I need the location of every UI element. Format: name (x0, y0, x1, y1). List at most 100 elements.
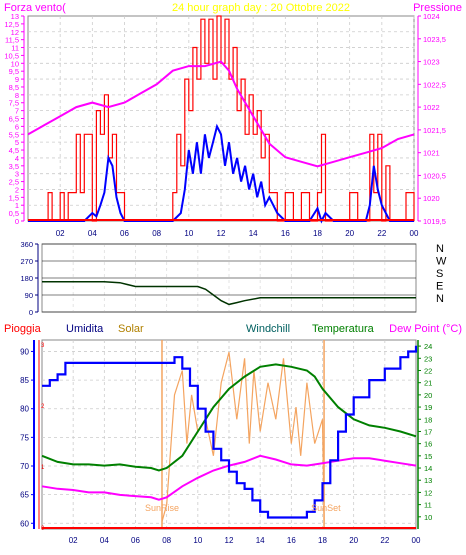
wind-axis-tick-label: 9,5 (9, 67, 19, 76)
humidity-axis-tick-label: 90 (20, 347, 29, 356)
pressure-axis-tick-label: 1023 (423, 58, 440, 67)
wind-direction-tick-label: 180 (20, 274, 33, 283)
temperature-axis-tick-label: 22 (424, 366, 432, 375)
rain-axis-tick-label: 1 (41, 465, 45, 471)
temperature-axis-tick-label: 24 (424, 342, 432, 351)
pressure-axis-labels: 1019,5 1020 1020,5 1021 1021,5 1022 1022,5 1023… (417, 12, 446, 226)
temperature-axis-tick-label: 20 (424, 391, 432, 400)
pressure-series-line (27, 60, 415, 168)
wind-pressure-x-tick-label: 08 (152, 229, 161, 238)
temp-humidity-plot-area (41, 339, 417, 530)
wind-pressure-x-tick-label: 18 (313, 229, 322, 238)
wind-pressure-series (27, 15, 415, 224)
temp-humidity-x-tick-label: 12 (225, 536, 234, 545)
wind-axis-tick-label: 1,5 (9, 193, 19, 202)
wind-direction-series-line (42, 281, 416, 306)
wind-direction-grid (42, 243, 416, 313)
wind-direction-tick-label: 90 (25, 291, 33, 300)
temp-humidity-x-tick-label: 16 (287, 536, 296, 545)
compass-label-n: N (436, 293, 444, 305)
pressure-axis-tick-label: 1019,5 (423, 217, 446, 226)
pressure-axis-tick-label: 1022 (423, 103, 440, 112)
pressure-axis-tick-label: 1020 (423, 194, 440, 203)
rain-axis-labels: 0 1 2 3 (38, 340, 45, 532)
temperature-axis-tick-label: 13 (424, 476, 432, 485)
wind-axis-tick-label: 7,5 (9, 99, 19, 108)
temperature-axis-tick-label: 11 (424, 501, 432, 510)
temperature-axis-tick-label: 17 (424, 427, 432, 436)
wind-pressure-x-ticks: 02 04 06 08 10 12 14 16 18 20 22 00 (56, 229, 419, 238)
compass-label-s: S (436, 268, 443, 280)
wind-axis-tick-label: 5,5 (9, 130, 19, 139)
temp-humidity-x-tick-label: 14 (256, 536, 265, 545)
wind-axis-tick-label: 10,5 (4, 51, 19, 60)
wind-pressure-x-tick-label: 22 (377, 229, 386, 238)
wind-axis-tick-label: 6,5 (9, 115, 19, 124)
temp-humidity-x-ticks: 02 04 06 08 10 12 14 16 18 20 22 00 (69, 536, 421, 545)
wind-axis-tick-label: 11,5 (5, 36, 19, 45)
temperature-axis-tick-label: 10 (424, 513, 432, 522)
wind-axis-tick-label: 8 (15, 91, 19, 100)
humidity-axis-tick-label: 80 (20, 405, 29, 414)
wind-pressure-x-tick-label: 02 (56, 229, 65, 238)
rain-label: Pioggia (4, 323, 42, 335)
temperature-label: Temperatura (312, 323, 375, 335)
temp-humidity-x-tick-label: 18 (318, 536, 327, 545)
wind-axis-tick-label: 10 (11, 59, 19, 68)
wind-force-label: Forza vento( (4, 2, 66, 14)
sunset-annotation: SunSet (311, 503, 341, 513)
wind-direction-tick-label: 270 (20, 257, 33, 266)
wind-axis-tick-label: 11 (11, 44, 19, 53)
temperature-axis-tick-label: 16 (424, 440, 432, 449)
temp-humidity-x-tick-label: 00 (412, 536, 421, 545)
wind-series-line (28, 123, 414, 224)
temperature-axis-tick-label: 19 (424, 403, 432, 412)
temp-humidity-series (41, 340, 418, 529)
wind-direction-tick-label: 360 (20, 240, 33, 249)
temp-humidity-x-tick-label: 06 (131, 536, 140, 545)
temp-humidity-x-tick-label: 02 (69, 536, 78, 545)
windchill-label: Windchill (246, 323, 290, 335)
humidity-label: Umidita (66, 323, 104, 335)
dewpoint-label: Dew Point (°C) (389, 323, 462, 335)
wind-axis-tick-label: 4,5 (9, 146, 19, 155)
humidity-axis-tick-label: 65 (20, 491, 29, 500)
rain-axis-tick-label: 3 (41, 343, 45, 349)
compass-label-n: N (436, 243, 444, 255)
temp-humidity-x-tick-label: 10 (193, 536, 202, 545)
wind-pressure-x-tick-label: 00 (410, 229, 419, 238)
solar-label: Solar (118, 323, 144, 335)
wind-axis-tick-label: 0,5 (9, 209, 19, 218)
temp-humidity-x-tick-label: 08 (162, 536, 171, 545)
temp-humidity-x-tick-label: 04 (100, 536, 109, 545)
wind-direction-axis-labels: 0 90 180 270 360 (20, 240, 39, 317)
sunrise-annotation: SunRise (145, 503, 179, 513)
humidity-axis-tick-label: 70 (20, 462, 29, 471)
solar-series-line (161, 352, 325, 522)
temperature-axis-tick-label: 14 (424, 464, 432, 473)
wind-direction-series (42, 281, 416, 306)
wind-axis-tick-label: 1 (15, 201, 19, 210)
pressure-axis-tick-label: 1023,5 (423, 35, 446, 44)
wind-pressure-x-tick-label: 14 (249, 229, 258, 238)
wind-axis-tick-label: 3 (15, 170, 19, 179)
wind-axis-tick-label: 7 (15, 107, 19, 116)
temperature-axis-tick-label: 18 (424, 415, 432, 424)
wind-axis-tick-label: 13 (11, 12, 19, 21)
pressure-label: Pressione (413, 2, 462, 14)
wind-axis-tick-label: 5 (15, 138, 19, 147)
temperature-axis-tick-label: 12 (424, 488, 432, 497)
pressure-axis-tick-label: 1022,5 (423, 80, 446, 89)
wind-pressure-x-tick-label: 16 (281, 229, 290, 238)
wind-axis-tick-label: 9 (15, 75, 19, 84)
compass-label-w: W (436, 256, 447, 268)
wind-pressure-x-tick-label: 04 (88, 229, 97, 238)
rain-axis-tick-label: 2 (41, 404, 45, 410)
rain-axis-tick-label: 0 (41, 526, 45, 532)
temperature-axis-tick-label: 21 (424, 379, 432, 388)
wind-direction-tick-label: 0 (29, 308, 33, 317)
temperature-axis-labels: 10 11 12 13 14 15 16 17 18 19 20 21 22 23 24 (417, 340, 432, 529)
